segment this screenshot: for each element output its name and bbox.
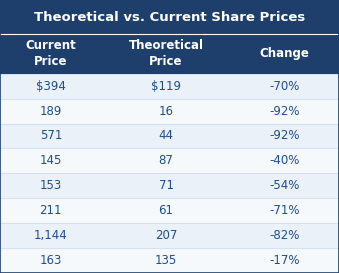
Bar bbox=[0, 99, 339, 123]
Bar bbox=[0, 0, 339, 34]
Text: 145: 145 bbox=[40, 155, 62, 167]
Text: 16: 16 bbox=[159, 105, 174, 118]
Text: $394: $394 bbox=[36, 80, 66, 93]
Text: 44: 44 bbox=[159, 129, 174, 143]
Text: -71%: -71% bbox=[270, 204, 300, 217]
Text: 189: 189 bbox=[40, 105, 62, 118]
Text: -54%: -54% bbox=[270, 179, 300, 192]
Bar bbox=[0, 248, 339, 273]
Text: Change: Change bbox=[260, 48, 310, 60]
Text: 135: 135 bbox=[155, 254, 177, 267]
Text: -70%: -70% bbox=[270, 80, 300, 93]
Bar bbox=[0, 123, 339, 149]
Bar bbox=[0, 198, 339, 223]
Text: 61: 61 bbox=[159, 204, 174, 217]
Bar bbox=[0, 173, 339, 198]
Bar bbox=[0, 74, 339, 99]
Text: -92%: -92% bbox=[270, 129, 300, 143]
Text: 1,144: 1,144 bbox=[34, 229, 68, 242]
Text: 207: 207 bbox=[155, 229, 177, 242]
Text: -17%: -17% bbox=[270, 254, 300, 267]
Bar bbox=[0, 149, 339, 173]
Text: -40%: -40% bbox=[270, 155, 300, 167]
Text: Theoretical
Price: Theoretical Price bbox=[128, 39, 204, 69]
Text: 163: 163 bbox=[40, 254, 62, 267]
Text: Current
Price: Current Price bbox=[25, 39, 76, 69]
Bar bbox=[0, 34, 339, 74]
Text: Theoretical vs. Current Share Prices: Theoretical vs. Current Share Prices bbox=[34, 11, 305, 23]
Text: 571: 571 bbox=[40, 129, 62, 143]
Text: -92%: -92% bbox=[270, 105, 300, 118]
Text: 153: 153 bbox=[40, 179, 62, 192]
Bar bbox=[0, 223, 339, 248]
Text: -82%: -82% bbox=[270, 229, 300, 242]
Text: 87: 87 bbox=[159, 155, 174, 167]
Text: $119: $119 bbox=[151, 80, 181, 93]
Text: 211: 211 bbox=[40, 204, 62, 217]
Text: 71: 71 bbox=[159, 179, 174, 192]
